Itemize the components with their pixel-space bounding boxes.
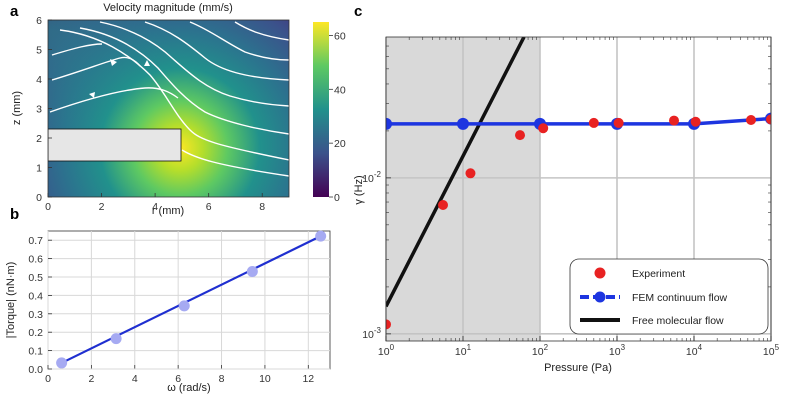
free-molecular-line xyxy=(386,37,526,308)
panel-a-ytick-label: 5 xyxy=(36,45,42,57)
panel-c-xtick-label: 101 xyxy=(455,343,472,358)
panel-b-data-point xyxy=(246,265,258,277)
rotor-disk xyxy=(48,128,182,162)
experiment-point xyxy=(766,114,771,125)
panel-a-ytick-label: 3 xyxy=(36,104,42,116)
panel-a-xlabel: r (mm) xyxy=(152,205,184,217)
panel-b-xtick-label: 10 xyxy=(259,373,271,385)
panel-a-xtick-label: 2 xyxy=(99,201,105,213)
panel-a-ytick-label: 6 xyxy=(36,15,42,27)
experiment-point xyxy=(613,117,624,128)
panel-a-heatmap: Velocity magnitude (mm/s) xyxy=(11,2,346,217)
colorbar-tick-label: 20 xyxy=(334,138,346,150)
panel-b-plot xyxy=(56,230,327,369)
panel-b-xtick-label: 4 xyxy=(132,373,138,385)
experiment-point xyxy=(386,319,391,330)
panel-b-ytick-label: 0.2 xyxy=(28,327,43,339)
panel-a-ytick-label: 2 xyxy=(36,133,42,145)
panel-a-xtick-label: 4 xyxy=(152,201,158,213)
panel-b-xtick-label: 12 xyxy=(302,373,314,385)
panel-c-xlabel: Pressure (Pa) xyxy=(544,362,612,374)
panel-b-ytick-label: 0.7 xyxy=(28,235,43,247)
streamline-arrows xyxy=(89,59,150,98)
legend-fem-marker xyxy=(594,291,606,303)
panel-label-a: a xyxy=(10,3,19,20)
panel-c-ytick-label: 10-2 xyxy=(362,170,381,185)
panel-b-ytick-label: 0.3 xyxy=(28,309,43,321)
panel-c-ylabel: γ (Hz) xyxy=(353,175,365,204)
panel-b-xlabel: ω (rad/s) xyxy=(167,382,210,394)
panel-b-ytick-label: 0.5 xyxy=(28,272,43,284)
panel-c-xtick-label: 104 xyxy=(686,343,703,358)
panel-label-b: b xyxy=(10,206,19,223)
legend-free-molecular-label: Free molecular flow xyxy=(632,315,724,327)
experiment-point xyxy=(465,168,476,179)
panel-a-xtick-label: 0 xyxy=(45,201,51,213)
panel-a-axes: 0 2 4 6 8 0 1 2 3 4 5 6 xyxy=(36,15,265,213)
streamlines xyxy=(49,21,289,177)
legend-fem-label: FEM continuum flow xyxy=(632,292,728,304)
panel-c-xtick-label: 105 xyxy=(763,343,780,358)
panel-c-chart: 100 101 102 103 104 105 10-3 10-2 Pressure (Pa)… xyxy=(353,36,780,374)
panel-b-ytick-label: 0.4 xyxy=(28,290,43,302)
panel-a-ytick-label: 0 xyxy=(36,192,42,204)
experiment-point xyxy=(669,115,680,126)
panel-b-data-point xyxy=(110,333,122,345)
legend: Experiment FEM continuum flow Free molec… xyxy=(569,258,769,335)
legend-experiment-label: Experiment xyxy=(632,268,685,280)
panel-b-fit-line xyxy=(61,235,322,364)
colorbar xyxy=(313,22,329,197)
fem-continuum-point xyxy=(457,117,469,130)
experiment-point xyxy=(538,123,549,134)
panel-c-xtick-label: 100 xyxy=(378,343,395,358)
experiment-point xyxy=(515,130,526,141)
panel-b-xtick-label: 8 xyxy=(219,373,225,385)
legend-experiment-marker xyxy=(594,267,606,279)
experiment-point xyxy=(690,116,701,127)
panel-b-data-point xyxy=(56,357,68,369)
experiment-point xyxy=(438,200,449,211)
panel-c-axes: 100 101 102 103 104 105 10-3 10-2 xyxy=(362,37,780,358)
panel-b-axes: 0 2 4 6 8 10 12 0.0 0.1 0.2 0.3 0.4 0.5 0.6 0.7 xyxy=(28,231,330,385)
panel-a-ytick-label: 1 xyxy=(36,163,42,175)
legend-box xyxy=(569,258,769,335)
fem-continuum-point xyxy=(386,117,392,130)
panel-a-ytick-label: 4 xyxy=(36,74,42,86)
panel-a-xtick-label: 8 xyxy=(259,201,265,213)
panel-c-xtick-label: 103 xyxy=(609,343,626,358)
panel-b-xtick-label: 2 xyxy=(88,373,94,385)
colorbar-tick-label: 60 xyxy=(334,30,346,42)
experiment-point xyxy=(588,117,599,128)
panel-a-title: Velocity magnitude (mm/s) xyxy=(103,2,233,14)
panel-b-data-point xyxy=(315,230,327,242)
panel-c-frame xyxy=(385,36,772,342)
panel-b-ytick-label: 0.1 xyxy=(28,346,43,358)
panel-c-xtick-label: 102 xyxy=(532,343,549,358)
panel-label-c: c xyxy=(354,3,362,20)
panel-b-ytick-label: 0.0 xyxy=(28,364,43,376)
panel-a-ylabel: z (mm) xyxy=(11,91,23,125)
panel-c-plot xyxy=(386,37,771,330)
panel-b-ytick-label: 0.6 xyxy=(28,254,43,266)
panel-b-xtick-label: 6 xyxy=(175,373,181,385)
colorbar-tick-label: 0 xyxy=(334,192,340,204)
panel-b-ylabel: |Torque| (nN·m) xyxy=(5,262,17,339)
panel-c-ytick-label: 10-3 xyxy=(362,326,381,341)
colorbar-ticks: 0 20 40 60 xyxy=(329,30,346,204)
velocity-field-overlay xyxy=(48,20,289,197)
panel-b-xtick-label: 0 xyxy=(45,373,51,385)
panel-b-chart: 0 2 4 6 8 10 12 0.0 0.1 0.2 0.3 0.4 0.5 0.6 0.7 ω (rad… xyxy=(5,230,331,394)
fem-continuum-line xyxy=(386,116,771,126)
colorbar-tick-label: 40 xyxy=(334,84,346,96)
panel-a-xtick-label: 6 xyxy=(206,201,212,213)
panel-b-data-point xyxy=(178,300,190,312)
experiment-point xyxy=(746,114,757,125)
